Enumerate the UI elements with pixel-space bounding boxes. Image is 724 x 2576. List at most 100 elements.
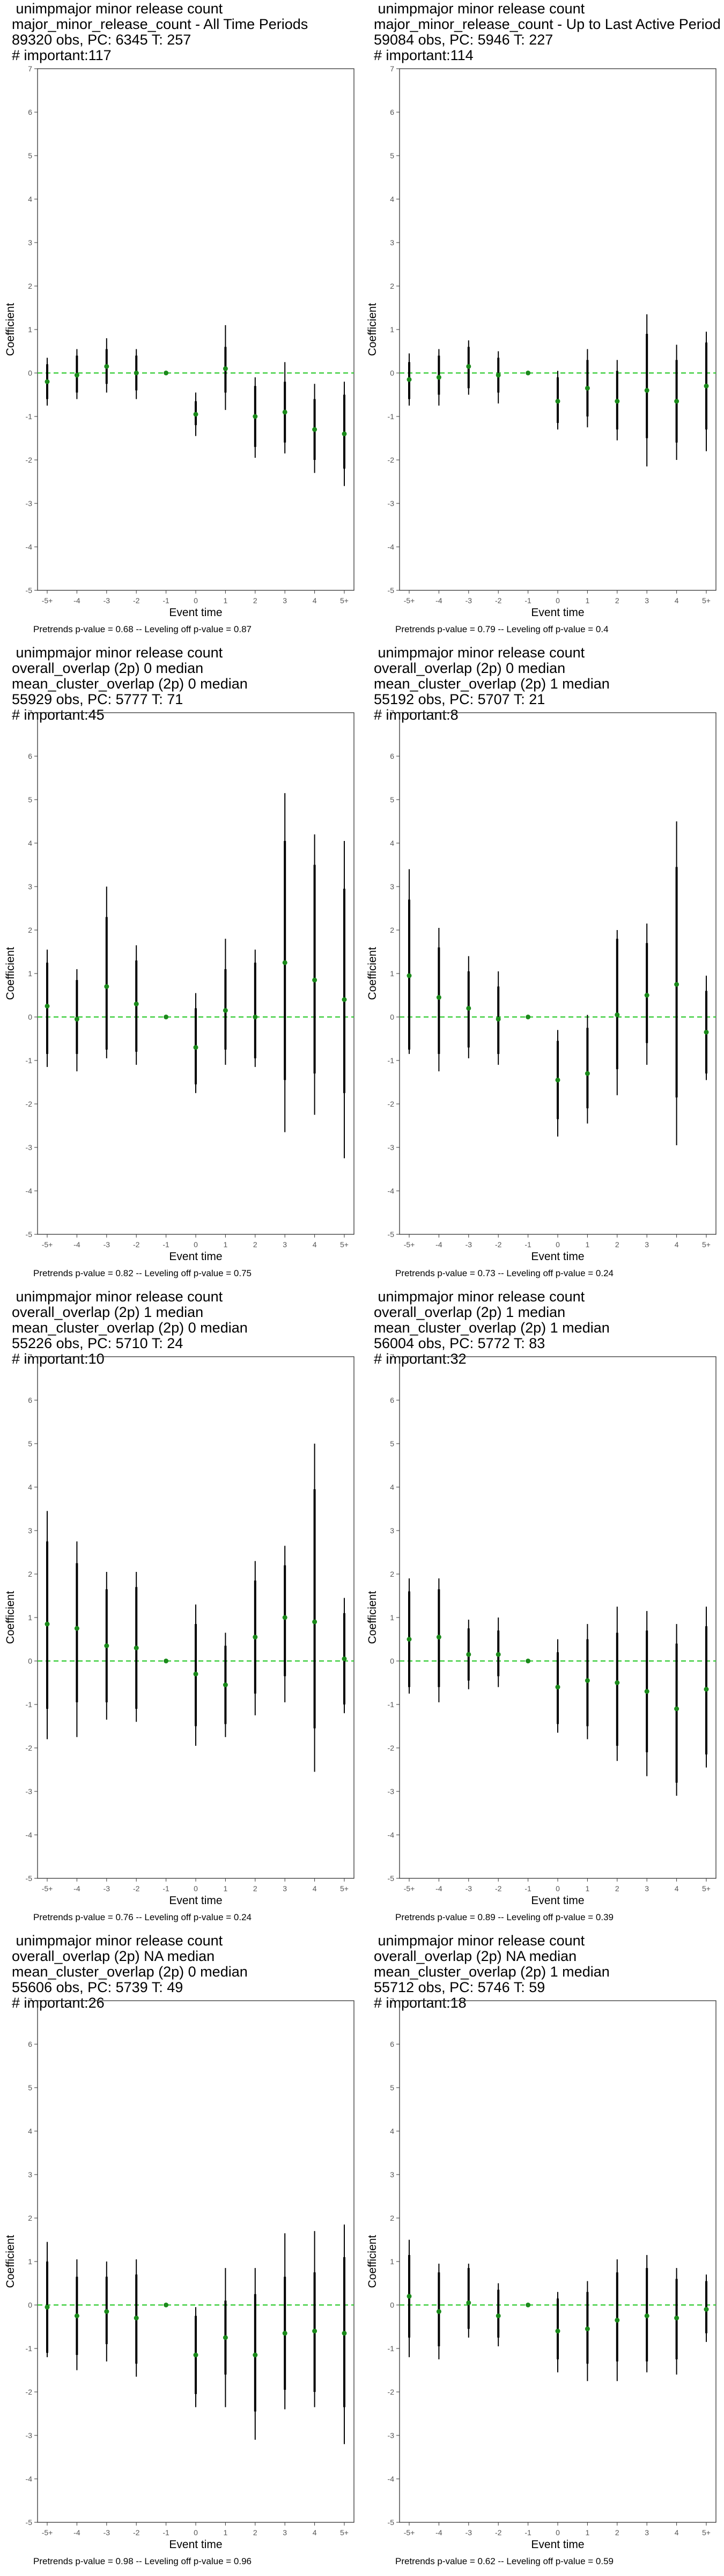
y-tick-label: 0 [28,2301,32,2309]
x-tick-label: -2 [495,1884,502,1893]
y-tick-label: 2 [390,1570,394,1578]
y-tick-label: 1 [28,2257,32,2266]
coefficient-point [164,370,169,376]
y-tick-label: 2 [28,2214,32,2222]
x-tick-label: -4 [73,1884,80,1893]
panel-header-line: mean_cluster_overlap (2p) 1 median [374,1320,610,1336]
y-tick-label: -3 [26,2431,33,2440]
x-tick-label: -4 [435,1884,442,1893]
y-tick-label: -4 [26,1831,33,1839]
y-tick-label: 7 [390,64,394,73]
y-tick-label: -5 [388,586,395,595]
x-tick-label: -5+ [404,1240,415,1249]
y-tick-label: -5 [388,1230,395,1239]
coefficient-point [407,973,412,978]
x-tick-label: -2 [495,1240,502,1249]
x-tick-label: -1 [162,1884,169,1893]
x-tick-label: -3 [466,1240,472,1249]
pvalue-footer: Pretrends p-value = 0.89 -- Leveling off… [395,1912,614,1922]
pvalue-footer: Pretrends p-value = 0.98 -- Leveling off… [33,2556,252,2566]
y-tick-label: 0 [390,1657,394,1665]
coefficient-point [496,2313,501,2318]
y-tick-label: 2 [28,926,32,934]
coefficient-point [496,1652,501,1657]
y-tick-label: -3 [388,1143,395,1152]
y-axis-title: Coefficient [366,947,379,1000]
coefficient-point [585,2326,590,2332]
x-tick-label: 1 [586,1884,590,1893]
event-study-panel: unimpmajor minor release count overall_ov… [362,1288,724,1932]
panel-header: unimpmajor minor release count major_mino… [12,1,308,63]
plot-frame [399,68,716,591]
x-tick-label: -3 [466,1884,472,1893]
x-tick-label: 3 [283,1884,287,1893]
coefficient-point [555,1685,560,1690]
x-tick-label: 4 [313,1884,317,1893]
x-tick-label: 5+ [340,2528,349,2537]
y-axis-title: Coefficient [366,2235,379,2288]
coefficient-point [164,2302,169,2308]
x-tick-label: 5+ [702,596,711,605]
x-axis-title: Event time [531,1250,584,1263]
y-tick-label: 0 [28,369,32,377]
x-tick-label: -3 [104,1884,110,1893]
y-tick-label: -2 [26,1100,33,1108]
coefficient-point [282,1615,287,1620]
y-tick-label: 4 [390,1483,394,1491]
x-tick-label: 0 [556,1240,560,1249]
y-tick-label: -5 [26,1874,33,1883]
x-tick-label: 2 [615,1884,619,1893]
y-tick-label: 6 [390,2040,394,2048]
coefficient-point [674,982,679,987]
y-tick-label: -3 [26,1787,33,1796]
x-tick-label: -5+ [42,1240,53,1249]
x-tick-label: 0 [556,2528,560,2537]
y-tick-label: 5 [28,151,32,160]
x-tick-label: 1 [224,1240,228,1249]
coefficient-point [104,2309,109,2314]
y-tick-label: 4 [390,839,394,847]
pvalue-footer: Pretrends p-value = 0.79 -- Leveling off… [395,624,609,634]
chart-svg: -5 -4 -3 -2 -1 0 1 2 3 4 5 6 7 -5+ -4 -3 -2 -1 0 1 2 3 4 5+ Even… [366,1996,716,2551]
x-tick-label: 1 [586,2528,590,2537]
coefficient-point [436,1634,441,1640]
x-tick-label: 5+ [702,1884,711,1893]
panel-header-line: # important:114 [374,47,474,63]
x-tick-label: -2 [133,1884,140,1893]
panel-header: unimpmajor minor release count overall_ov… [374,1933,610,2011]
y-tick-label: -5 [26,1230,33,1239]
coefficient-point [436,2309,441,2314]
coefficient-point [253,2352,258,2358]
coefficient-point [526,1658,531,1664]
y-tick-label: -2 [388,456,395,464]
x-tick-label: 4 [313,2528,317,2537]
y-tick-label: -1 [26,2344,33,2353]
y-tick-label: 6 [28,752,32,760]
x-tick-label: 1 [224,1884,228,1893]
pvalue-footer: Pretrends p-value = 0.73 -- Leveling off… [395,1268,614,1278]
y-axis-title: Coefficient [4,1591,17,1644]
coefficient-point [45,1621,50,1627]
y-tick-label: -4 [388,1187,395,1195]
y-axis-title: Coefficient [4,947,17,1000]
x-tick-label: 2 [615,596,619,605]
y-tick-label: 1 [390,2257,394,2266]
event-study-panel: unimpmajor minor release count overall_ov… [0,644,362,1288]
coefficient-point [615,2317,620,2323]
coefficient-point [615,1012,620,1018]
x-tick-label: 0 [556,1884,560,1893]
y-tick-label: 7 [390,708,394,717]
coefficient-point [407,377,412,382]
panel-header-line: mean_cluster_overlap (2p) 0 median [12,676,248,692]
x-tick-label: -5+ [42,2528,53,2537]
x-tick-label: 1 [586,1240,590,1249]
x-tick-label: -4 [73,596,80,605]
y-tick-label: -2 [388,1744,395,1752]
panel-header-line: overall_overlap (2p) 1 median [12,1304,204,1320]
x-tick-label: 5+ [340,1240,349,1249]
y-tick-label: 7 [390,1352,394,1361]
y-tick-label: 5 [390,795,394,804]
panel-header-line: unimpmajor minor release count [12,645,223,661]
y-tick-label: -1 [26,1056,33,1065]
x-tick-label: 4 [675,596,679,605]
